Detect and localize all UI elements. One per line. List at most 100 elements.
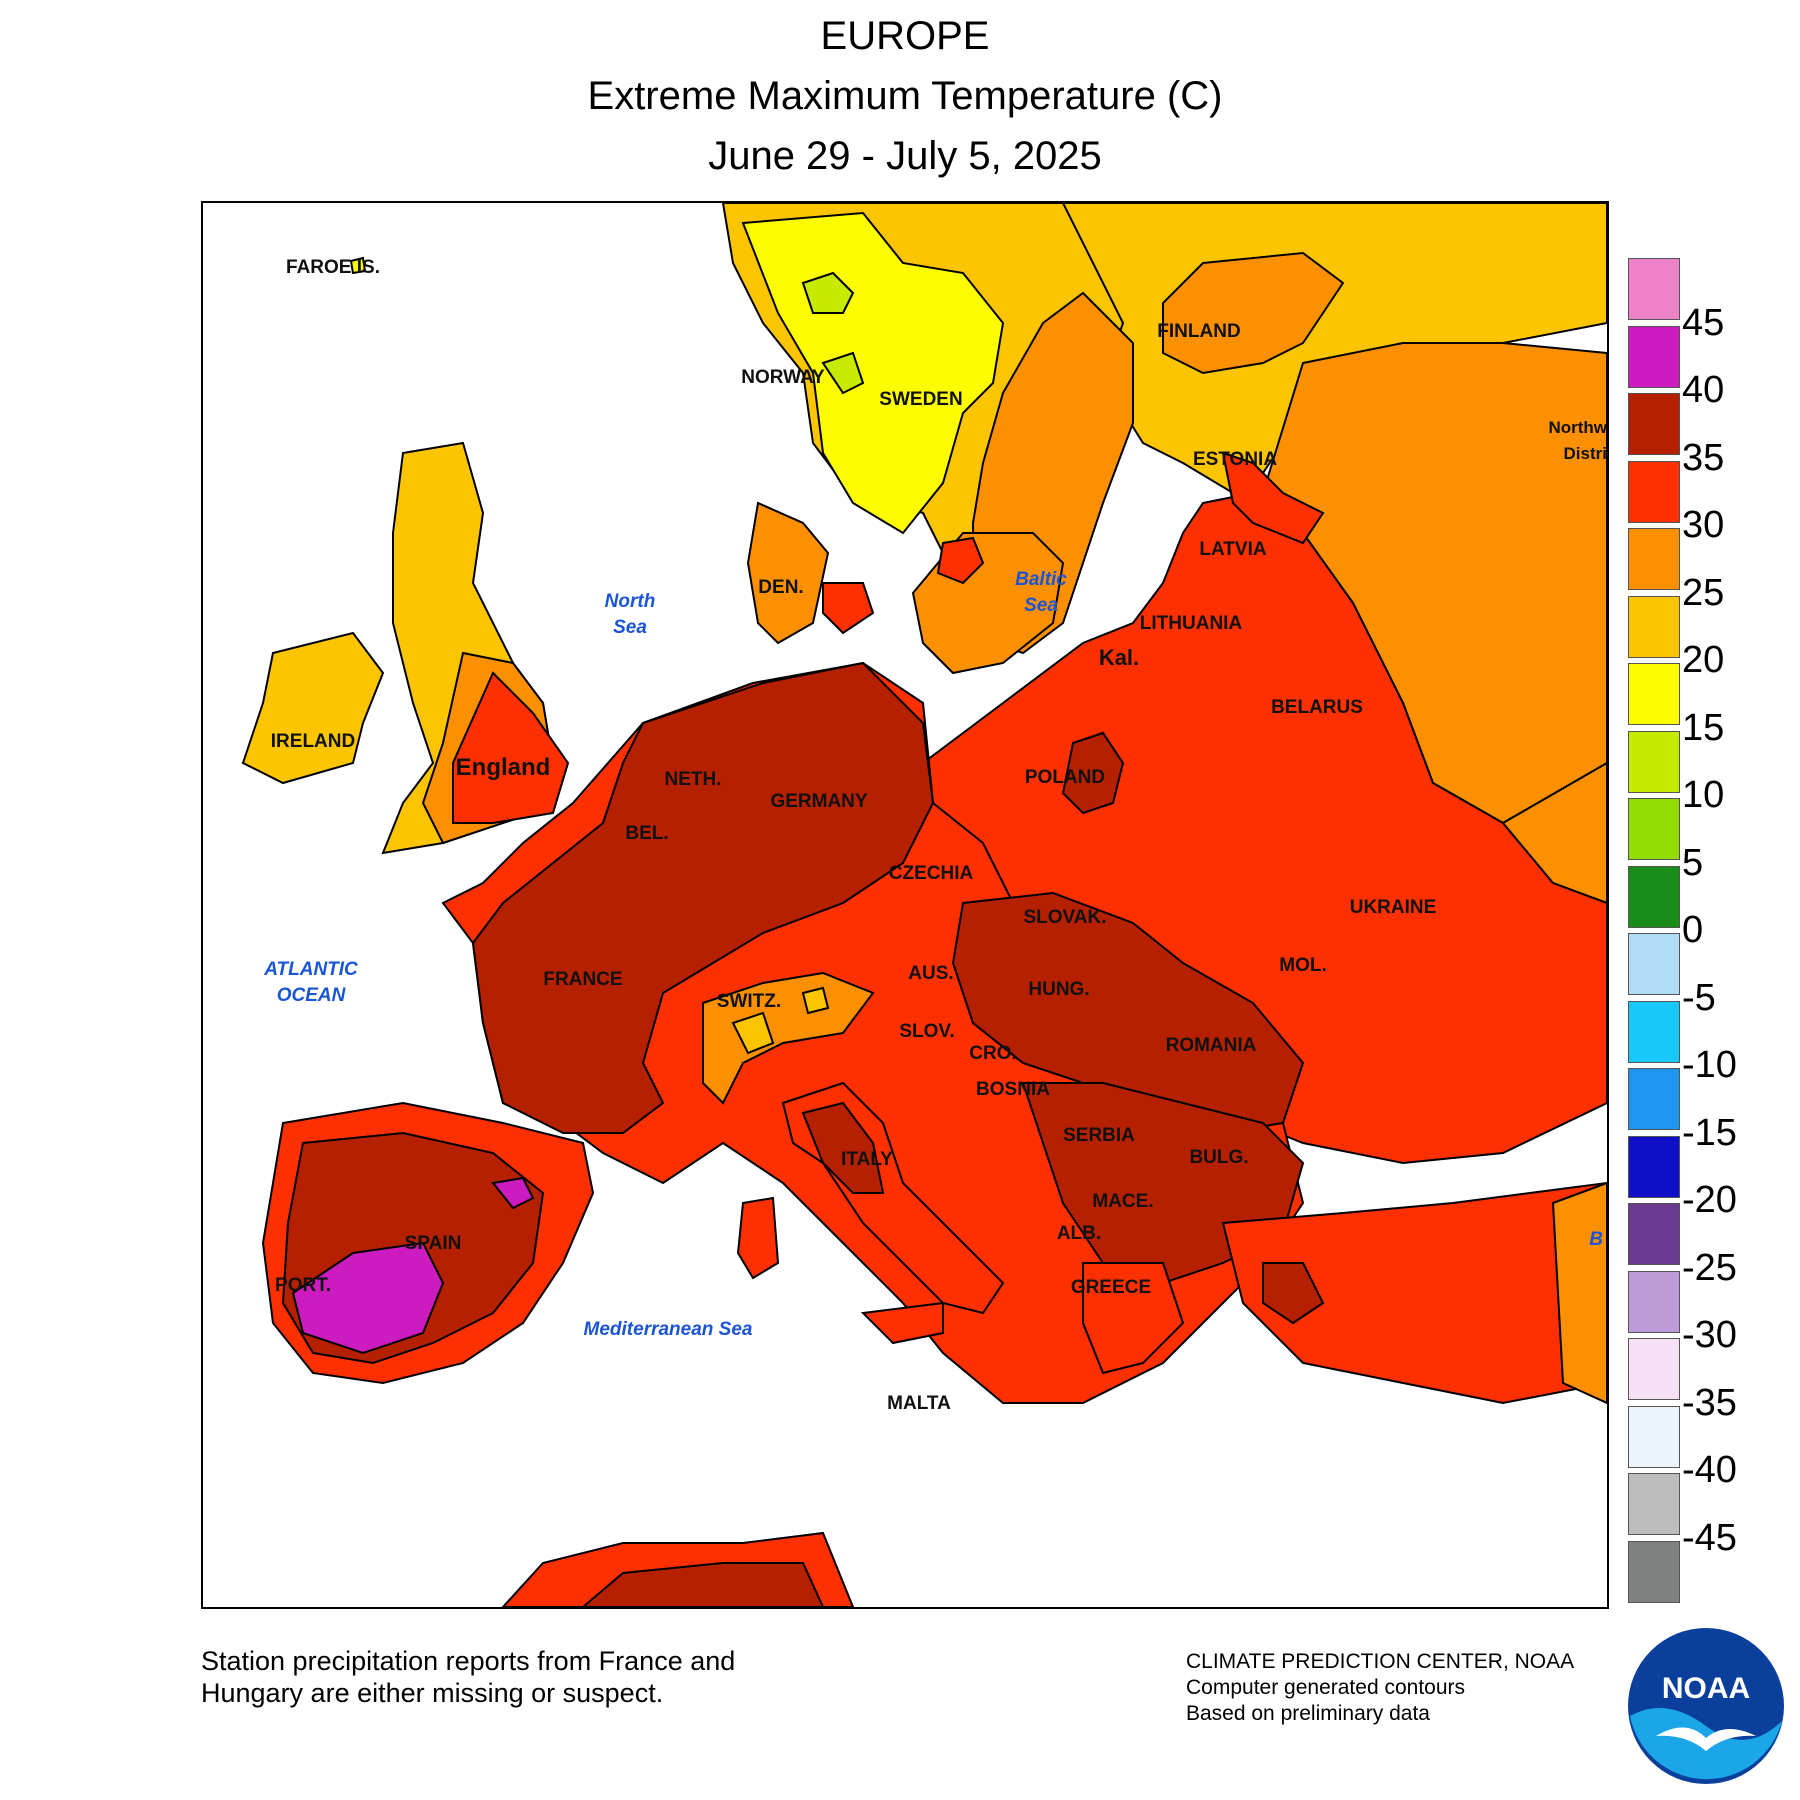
north-africa-dark bbox=[581, 1562, 825, 1607]
legend-swatch bbox=[1628, 528, 1680, 590]
legend-label: 10 bbox=[1682, 774, 1725, 816]
legend-label: 30 bbox=[1682, 504, 1725, 546]
legend-label: -15 bbox=[1682, 1111, 1737, 1154]
label-ireland: IRELAND bbox=[271, 731, 355, 752]
finland-orange bbox=[1162, 251, 1345, 375]
legend-label: 0 bbox=[1682, 909, 1704, 951]
label-norway: NORWAY bbox=[741, 367, 825, 388]
denmark-islands-red bbox=[822, 582, 875, 635]
legend-swatch bbox=[1628, 460, 1680, 523]
legend-label: -30 bbox=[1682, 1314, 1737, 1356]
ireland-land bbox=[241, 631, 385, 785]
legend-swatch bbox=[1628, 393, 1680, 455]
sea-label-north-2: Sea bbox=[613, 617, 647, 638]
credit-line-2: Computer generated contours bbox=[1186, 1676, 1465, 1699]
legend-label: -10 bbox=[1682, 1044, 1737, 1086]
legend-swatch bbox=[1628, 865, 1680, 928]
label-belarus: BELARUS bbox=[1271, 697, 1363, 718]
poland-dark bbox=[1061, 731, 1125, 815]
label-portugal: PORT. bbox=[275, 1275, 331, 1296]
label-switzerland: SWITZ. bbox=[717, 991, 781, 1012]
label-belgium: BEL. bbox=[625, 823, 668, 844]
alps-orange bbox=[702, 971, 875, 1105]
legend-swatch bbox=[1628, 1000, 1680, 1063]
label-albania: ALB. bbox=[1057, 1223, 1101, 1244]
noaa-logo-text: NOAA bbox=[1662, 1672, 1750, 1705]
label-sweden: SWEDEN bbox=[879, 389, 962, 410]
label-netherlands: NETH. bbox=[665, 769, 722, 790]
iberia-40 bbox=[291, 1241, 445, 1355]
label-romania: ROMANIA bbox=[1166, 1035, 1257, 1056]
legend-label: -25 bbox=[1682, 1246, 1737, 1289]
label-czechia: CZECHIA bbox=[889, 863, 974, 884]
label-germany: GERMANY bbox=[770, 791, 867, 812]
label-ukraine: UKRAINE bbox=[1350, 897, 1437, 918]
sea-label-black: B bbox=[1589, 1229, 1603, 1250]
greece bbox=[1082, 1262, 1185, 1375]
legend-label: -5 bbox=[1682, 976, 1716, 1019]
label-kaliningrad: Kal. bbox=[1099, 645, 1139, 670]
spain-40-small bbox=[491, 1176, 535, 1210]
label-england: England bbox=[456, 754, 551, 781]
sea-label-north: North bbox=[605, 591, 656, 612]
legend-swatch bbox=[1628, 1068, 1680, 1130]
legend-swatch bbox=[1628, 798, 1680, 860]
label-slovenia: SLOV. bbox=[899, 1021, 954, 1042]
label-slovakia: SLOVAK. bbox=[1023, 907, 1106, 928]
legend-swatch bbox=[1628, 1540, 1680, 1603]
legend-swatch bbox=[1628, 663, 1680, 725]
credit-line-1: CLIMATE PREDICTION CENTER, NOAA bbox=[1186, 1650, 1575, 1673]
sea-label-baltic: Baltic bbox=[1015, 569, 1067, 590]
italy-dark bbox=[801, 1101, 885, 1194]
label-estonia: ESTONIA bbox=[1193, 449, 1277, 470]
sardinia bbox=[736, 1196, 780, 1280]
map-canvas: North Sea Baltic Sea ATLANTIC OCEAN Medi… bbox=[241, 203, 1607, 1607]
label-italy: ITALY bbox=[841, 1149, 893, 1170]
label-serbia: SERBIA bbox=[1063, 1125, 1135, 1146]
sicily bbox=[860, 1301, 944, 1345]
legend-swatch bbox=[1628, 325, 1680, 388]
turkey-dark bbox=[1262, 1262, 1325, 1325]
noaa-logo: NOAA bbox=[1626, 1626, 1786, 1791]
turkey bbox=[1221, 1181, 1607, 1405]
legend-label: -20 bbox=[1682, 1179, 1737, 1221]
map-title: Extreme Maximum Temperature (C) bbox=[587, 74, 1223, 118]
label-northwest: Northw bbox=[1548, 418, 1607, 437]
legend-swatch bbox=[1628, 1203, 1680, 1265]
label-moldova: MOL. bbox=[1279, 955, 1327, 976]
legend-swatch bbox=[1628, 1338, 1680, 1400]
legend-label: 40 bbox=[1682, 369, 1725, 411]
sea-label-baltic-2: Sea bbox=[1024, 595, 1058, 616]
alps-yellow bbox=[731, 986, 830, 1055]
legend-label: 20 bbox=[1682, 639, 1725, 681]
legend-label: 25 bbox=[1682, 571, 1725, 614]
legend-label: 15 bbox=[1682, 706, 1725, 749]
temperature-map: North Sea Baltic Sea ATLANTIC OCEAN Medi… bbox=[201, 201, 1609, 1609]
label-district: Distri bbox=[1564, 444, 1607, 463]
label-hungary: HUNG. bbox=[1028, 979, 1089, 1000]
map-period: June 29 - July 5, 2025 bbox=[708, 134, 1102, 178]
norway-green bbox=[801, 271, 865, 395]
label-lithuania: LITHUANIA bbox=[1140, 613, 1243, 634]
legend-label: 5 bbox=[1682, 841, 1704, 884]
credit-line-3: Based on preliminary data bbox=[1186, 1702, 1430, 1725]
label-austria: AUS. bbox=[908, 963, 953, 984]
label-faroe: FAROE IS. bbox=[286, 257, 380, 278]
label-latvia: LATVIA bbox=[1199, 539, 1266, 560]
label-bulgaria: BULG. bbox=[1189, 1147, 1248, 1168]
map-region-title: EUROPE bbox=[820, 14, 990, 58]
legend-label: 45 bbox=[1682, 301, 1725, 344]
label-croatia: CRO. bbox=[969, 1043, 1017, 1064]
sea-label-ocean: OCEAN bbox=[277, 985, 347, 1006]
east-orange bbox=[1501, 761, 1607, 1405]
estonia-red bbox=[1221, 451, 1325, 545]
label-bosnia: BOSNIA bbox=[976, 1079, 1050, 1100]
legend-swatch bbox=[1628, 1405, 1680, 1468]
england-red bbox=[452, 671, 570, 824]
label-greece: GREECE bbox=[1071, 1277, 1151, 1298]
legend-swatch bbox=[1628, 730, 1680, 793]
france-germany-dark bbox=[471, 661, 935, 1134]
label-finland: FINLAND bbox=[1157, 321, 1240, 342]
label-macedonia: MACE. bbox=[1092, 1191, 1153, 1212]
sweden-red bbox=[936, 536, 985, 585]
